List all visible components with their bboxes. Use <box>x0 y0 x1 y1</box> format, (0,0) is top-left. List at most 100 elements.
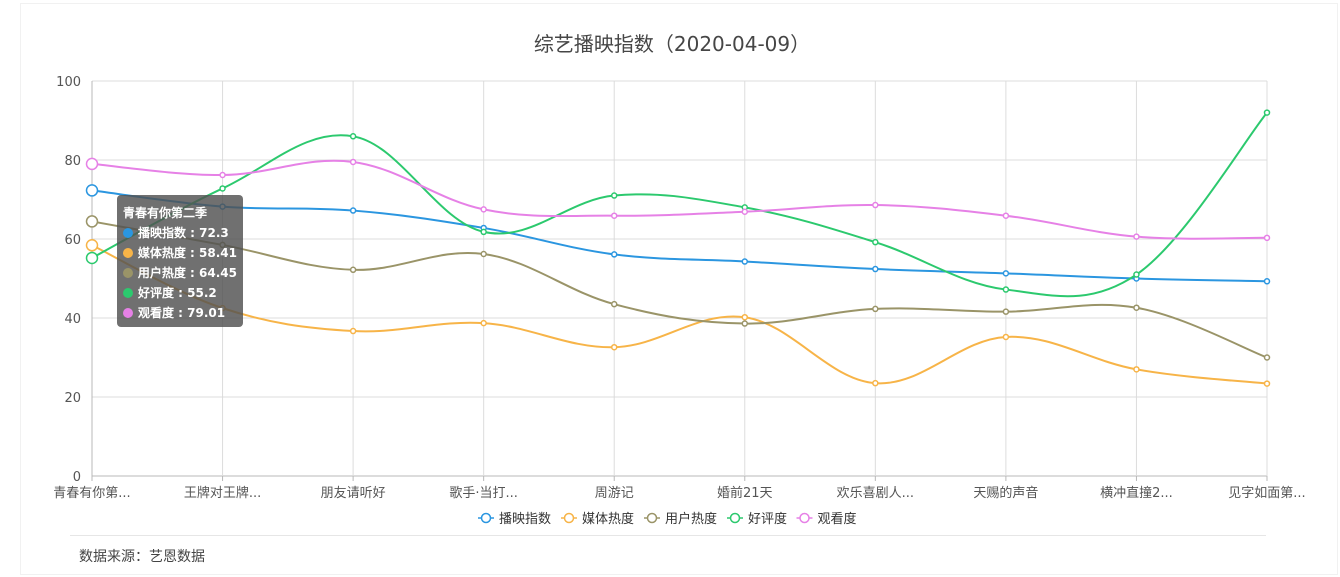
tooltip-dot <box>123 268 133 278</box>
y-tick-label: 80 <box>64 154 81 169</box>
data-point <box>1133 366 1140 373</box>
tooltip-dot <box>123 308 133 318</box>
data-point <box>610 343 618 351</box>
series-line <box>91 244 1268 385</box>
tooltip-item-label: 好评度 : 55.2 <box>138 286 217 300</box>
tooltip-title: 青春有你第二季 <box>123 206 208 220</box>
tooltip-dot <box>123 228 133 238</box>
data-point <box>872 379 879 387</box>
x-tick-label: 歌手·当打... <box>449 486 518 501</box>
axes: 0 20 40 60 80 100 青春有你第... 王牌对王牌... 朋友请听好 歌手·当打..… <box>53 75 1305 501</box>
legend-item[interactable]: 播映指数 <box>478 512 551 527</box>
data-point <box>1263 234 1271 242</box>
y-tick-label: 20 <box>64 391 81 406</box>
tooltip-dot <box>123 288 133 298</box>
data-point <box>85 239 99 252</box>
tooltip-item-label: 媒体热度 : 58.41 <box>137 246 237 260</box>
series-group <box>85 215 1271 361</box>
tooltip-item-label: 用户热度 : 64.45 <box>137 266 237 280</box>
legend-label: 好评度 <box>748 511 787 527</box>
data-point <box>1263 380 1271 387</box>
data-point <box>1002 308 1010 315</box>
data-point <box>741 313 749 321</box>
series-group <box>85 109 1271 298</box>
legend-label: 用户热度 <box>665 511 717 527</box>
footer-divider <box>70 535 1266 536</box>
data-point <box>610 212 618 219</box>
data-point <box>610 192 618 199</box>
data-point <box>1133 304 1140 311</box>
legend[interactable]: 播映指数 媒体热度 用户热度 好评度 观看度 <box>478 511 857 527</box>
legend-item[interactable]: 观看度 <box>796 511 857 527</box>
data-source: 数据来源：艺恩数据 <box>79 549 205 565</box>
data-point <box>872 305 879 313</box>
y-tick-label: 0 <box>73 470 81 485</box>
data-point <box>741 208 749 215</box>
legend-marker <box>729 512 741 524</box>
legend-label: 播映指数 <box>499 512 551 527</box>
y-tick-label: 40 <box>64 312 81 327</box>
data-point <box>1263 354 1271 361</box>
data-point <box>349 158 357 166</box>
tooltip-item: 用户热度 : 64.45 <box>123 263 237 283</box>
data-point <box>872 238 879 246</box>
x-tick-label: 天赐的声音 <box>973 485 1038 501</box>
data-point <box>741 258 749 265</box>
data-point <box>349 266 357 274</box>
x-tick-label: 朋友请听好 <box>321 485 386 501</box>
data-point <box>1263 278 1271 285</box>
data-point <box>1133 233 1140 240</box>
data-point <box>610 251 618 258</box>
data-point <box>480 228 487 236</box>
legend-item[interactable]: 媒体热度 <box>561 511 634 527</box>
data-point <box>480 250 487 258</box>
y-tick-label: 100 <box>56 75 81 90</box>
series-line <box>91 189 1268 283</box>
data-point <box>1002 286 1010 293</box>
data-point <box>219 185 226 192</box>
data-point <box>872 201 879 209</box>
legend-item[interactable]: 好评度 <box>727 511 787 527</box>
tooltip-item: 观看度 : 79.01 <box>123 303 237 323</box>
tooltip-dot <box>123 248 133 258</box>
series-line <box>91 159 1268 240</box>
data-point <box>480 319 487 327</box>
legend-marker <box>799 512 810 524</box>
data-point <box>85 184 99 197</box>
legend-label: 观看度 <box>818 511 857 527</box>
tooltip-item: 播映指数 : 72.3 <box>123 223 237 243</box>
data-point <box>610 300 618 308</box>
y-tick-label: 60 <box>64 233 81 248</box>
data-point <box>1002 270 1010 277</box>
data-point <box>1133 271 1140 278</box>
data-point <box>1002 333 1010 341</box>
data-point <box>741 320 749 327</box>
data-point <box>480 206 487 213</box>
data-point <box>1263 109 1271 116</box>
series-line <box>91 220 1268 359</box>
tooltip-item-label: 观看度 : 79.01 <box>138 306 226 320</box>
series-group <box>85 184 1271 285</box>
data-point <box>349 327 357 335</box>
x-tick-label: 婚前21天 <box>717 485 773 501</box>
series-group <box>85 239 1271 387</box>
data-point <box>349 133 357 140</box>
series-group <box>85 157 1271 242</box>
grid <box>91 80 1268 477</box>
data-point <box>219 171 226 179</box>
data-point <box>349 207 357 214</box>
legend-label: 媒体热度 <box>582 511 634 527</box>
series-lines <box>85 109 1271 387</box>
x-tick-label: 周游记 <box>595 486 634 501</box>
x-tick-label: 见字如面第... <box>1228 485 1305 501</box>
x-tick-label: 横冲直撞2... <box>1100 486 1173 501</box>
legend-marker <box>563 512 575 524</box>
data-point <box>85 215 99 228</box>
tooltip-item-label: 播映指数 : 72.3 <box>138 226 229 240</box>
tooltip-item: 媒体热度 : 58.41 <box>123 243 237 263</box>
legend-item[interactable]: 用户热度 <box>644 511 717 527</box>
x-tick-label: 欢乐喜剧人... <box>837 486 914 501</box>
data-point <box>85 251 99 265</box>
data-point <box>872 265 879 273</box>
